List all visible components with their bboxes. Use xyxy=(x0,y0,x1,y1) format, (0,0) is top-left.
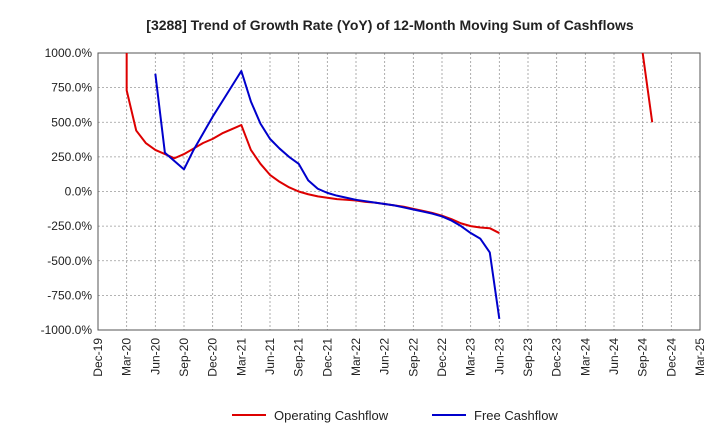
plot-frame xyxy=(97,52,701,331)
y-tick-label: 250.0% xyxy=(51,150,92,164)
x-tick-label: Jun-21 xyxy=(263,338,277,375)
legend-label-0: Operating Cashflow xyxy=(274,408,389,423)
x-tick-label: Jun-20 xyxy=(148,338,162,375)
x-tick-label: Jun-24 xyxy=(607,338,621,375)
x-tick-label: Mar-23 xyxy=(464,338,478,376)
x-tick-label: Mar-25 xyxy=(693,338,707,376)
y-tick-label: 750.0% xyxy=(51,81,92,95)
x-tick-label: Dec-21 xyxy=(320,338,334,377)
x-tick-label: Jun-23 xyxy=(492,338,506,375)
x-tick-label: Mar-20 xyxy=(120,338,134,376)
series-line-0 xyxy=(641,52,654,123)
y-tick-label: -500.0% xyxy=(47,254,92,268)
y-tick-label: -250.0% xyxy=(47,219,92,233)
x-tick-label: Sep-24 xyxy=(636,338,650,377)
x-tick-label: Dec-22 xyxy=(435,338,449,377)
chart-title: [3288] Trend of Growth Rate (YoY) of 12-… xyxy=(146,17,634,33)
x-tick-label: Mar-22 xyxy=(349,338,363,376)
x-tick-label: Sep-21 xyxy=(292,338,306,377)
legend-label-1: Free Cashflow xyxy=(474,408,558,423)
y-tick-label: 500.0% xyxy=(51,115,92,129)
x-tick-label: Mar-24 xyxy=(578,338,592,376)
y-tick-label: -1000.0% xyxy=(41,323,93,337)
x-tick-label: Jun-22 xyxy=(378,338,392,375)
x-tick-label: Sep-20 xyxy=(177,338,191,377)
grid xyxy=(97,52,701,331)
y-tick-label: -750.0% xyxy=(47,288,92,302)
axes: Dec-19 Mar-20 Jun-20 Sep-20 Dec-20 Mar-21 Jun-… xyxy=(41,46,707,377)
series-line-1 xyxy=(154,70,501,320)
x-tick-label: Mar-21 xyxy=(234,338,248,376)
x-tick-label: Dec-23 xyxy=(550,338,564,377)
x-tick-label: Dec-24 xyxy=(664,338,678,377)
x-tick-label: Sep-23 xyxy=(521,338,535,377)
x-tick-label: Dec-19 xyxy=(91,338,105,377)
x-tick-label: Sep-22 xyxy=(406,338,420,377)
series-line-0 xyxy=(125,53,500,234)
x-tick-label: Dec-20 xyxy=(206,338,220,377)
y-tick-label: 0.0% xyxy=(65,185,93,199)
series xyxy=(125,52,654,320)
y-tick-label: 1000.0% xyxy=(45,46,93,60)
legend: Operating Cashflow Free Cashflow xyxy=(232,408,558,423)
